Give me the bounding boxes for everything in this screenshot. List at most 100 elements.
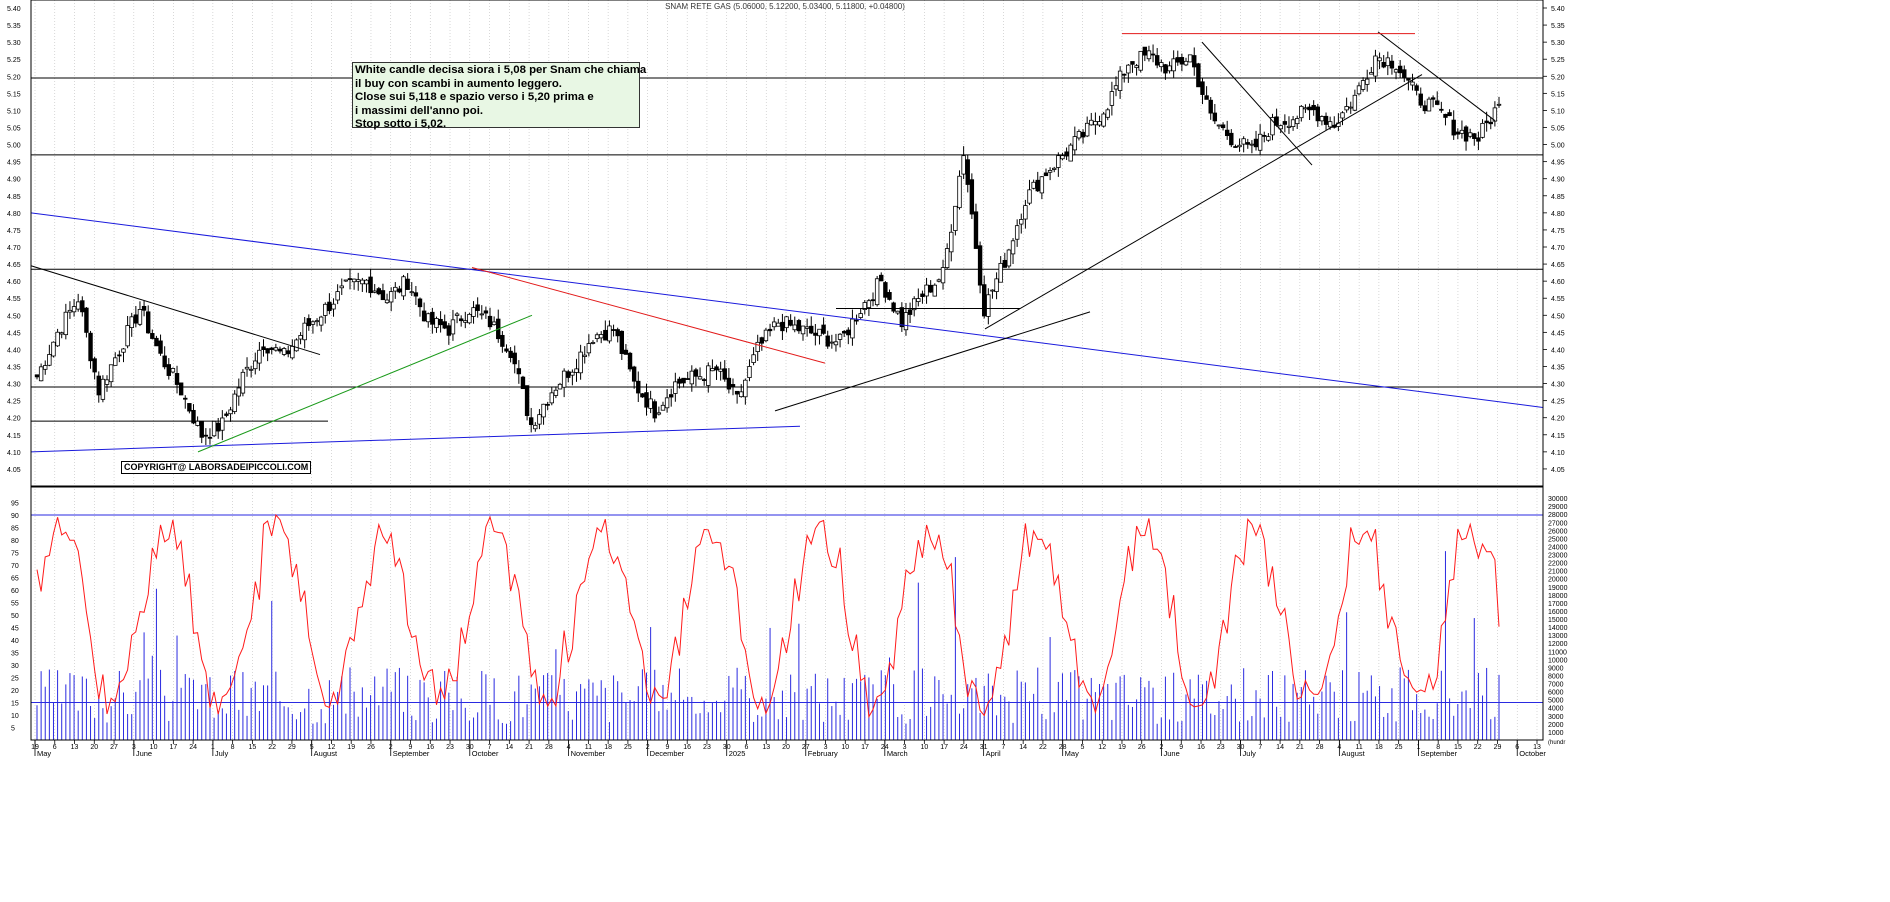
y-oscillator-tick-label: 90 [11, 513, 19, 520]
candle-body [1138, 50, 1143, 71]
candle-body [524, 385, 530, 416]
candle-body [809, 325, 814, 334]
candle-body [1389, 60, 1395, 69]
x-day-tick-label: 10 [920, 744, 928, 751]
candle-body [710, 368, 715, 372]
y-volume-tick-label: 6000 [1548, 690, 1564, 697]
horizontal-levels [31, 77, 1543, 422]
candle-body [578, 351, 583, 374]
candle-body [397, 288, 402, 293]
candle-body [1303, 107, 1308, 110]
axes: 19 6 13 20 27 3 10 17 24 18 15 22 29 5 12 19 26 29 16 23 30 7… [7, 0, 1568, 758]
candle-body [1439, 108, 1444, 111]
candle-body [969, 179, 975, 215]
candle-body [203, 434, 209, 437]
oscillator-panel-frame [30, 486, 1544, 741]
candle-body [351, 278, 357, 283]
x-day-tick-label: 26 [1138, 744, 1146, 751]
x-day-tick-label: 23 [446, 744, 454, 751]
candle-body [479, 313, 484, 316]
x-day-tick-label: 28 [1316, 744, 1324, 751]
candle-body [434, 318, 439, 329]
candle-body [1014, 225, 1020, 240]
y-price-tick-label-left: 5.05 [7, 126, 21, 133]
candle-body [1076, 131, 1082, 139]
candle-body [269, 347, 274, 350]
y-volume-tick-label: 27000 [1548, 520, 1568, 527]
y-volume-tick-label: 1000 [1548, 730, 1564, 737]
x-month-label: October [472, 749, 499, 758]
candle-body [1484, 120, 1489, 124]
candle-body [1315, 106, 1320, 122]
y-volume-tick-label: 19000 [1548, 585, 1568, 592]
candle-body [154, 337, 159, 347]
candle-body [207, 436, 213, 439]
candle-body [1068, 144, 1073, 162]
candle-body [977, 245, 983, 286]
y-price-tick-label-left: 5.30 [7, 40, 21, 47]
candle-body [187, 403, 192, 412]
trendline-black [30, 265, 321, 356]
candle-body [722, 368, 727, 380]
y-volume-tick-label: 28000 [1548, 512, 1568, 519]
candle-body [1418, 93, 1423, 106]
candle-body [1192, 55, 1197, 68]
y-volume-tick-label: 3000 [1548, 714, 1564, 721]
y-price-tick-label-left: 4.10 [7, 450, 21, 457]
candle-body [1340, 112, 1345, 119]
candle-body [438, 318, 443, 326]
y-oscillator-tick-label: 50 [11, 613, 19, 620]
candle-body [755, 341, 760, 353]
y-price-tick-label-left: 5.40 [7, 6, 21, 13]
candle-body [714, 366, 719, 371]
candle-body [1422, 105, 1428, 112]
x-day-tick-label: 10 [150, 744, 158, 751]
candle-body [1187, 54, 1193, 63]
candle-body [220, 417, 225, 431]
candle-body [1385, 57, 1391, 67]
candle-body [1031, 181, 1036, 189]
x-month-label: March [887, 749, 908, 758]
candle-body [1010, 240, 1016, 255]
x-day-tick-label: 25 [624, 744, 632, 751]
x-day-tick-label: 13 [762, 744, 770, 751]
candle-body [1435, 100, 1440, 105]
candle-body [1278, 125, 1283, 130]
candle-body [277, 348, 283, 352]
candle-body [310, 321, 316, 325]
candle-body [195, 420, 200, 426]
candle-body [1101, 113, 1106, 127]
x-day-tick-label: 16 [683, 744, 691, 751]
candle-body [1245, 142, 1250, 145]
candle-body [1414, 85, 1419, 91]
candle-body [450, 319, 456, 335]
candle-body [1089, 119, 1094, 126]
candle-body [965, 159, 970, 185]
candle-body [113, 357, 118, 366]
candle-body [364, 279, 369, 285]
candle-body [1204, 95, 1209, 100]
y-price-tick-label: 4.90 [1551, 177, 1565, 184]
y-price-tick-label: 4.05 [1551, 467, 1565, 474]
trendline-black-rising [774, 311, 1091, 412]
y-price-tick-label: 4.20 [1551, 416, 1565, 423]
y-volume-tick-label: 26000 [1548, 528, 1568, 535]
candle-body [224, 413, 229, 416]
candle-body [430, 311, 435, 325]
candle-body [590, 342, 596, 344]
y-price-tick-label-left: 4.60 [7, 279, 21, 286]
candle-body [162, 355, 167, 368]
candle-body [1241, 138, 1246, 145]
y-volume-tick-label: 8000 [1548, 673, 1564, 680]
y-price-tick-label: 4.40 [1551, 347, 1565, 354]
candle-body [549, 392, 554, 404]
candle-body [1006, 249, 1012, 267]
y-price-tick-label: 4.70 [1551, 245, 1565, 252]
candle-body [833, 341, 839, 346]
y-volume-tick-label: 17000 [1548, 601, 1568, 608]
x-day-tick-label: 22 [268, 744, 276, 751]
candle-body [442, 321, 447, 329]
candle-body [813, 332, 818, 336]
candle-body [1307, 106, 1312, 111]
candle-body [483, 310, 489, 314]
